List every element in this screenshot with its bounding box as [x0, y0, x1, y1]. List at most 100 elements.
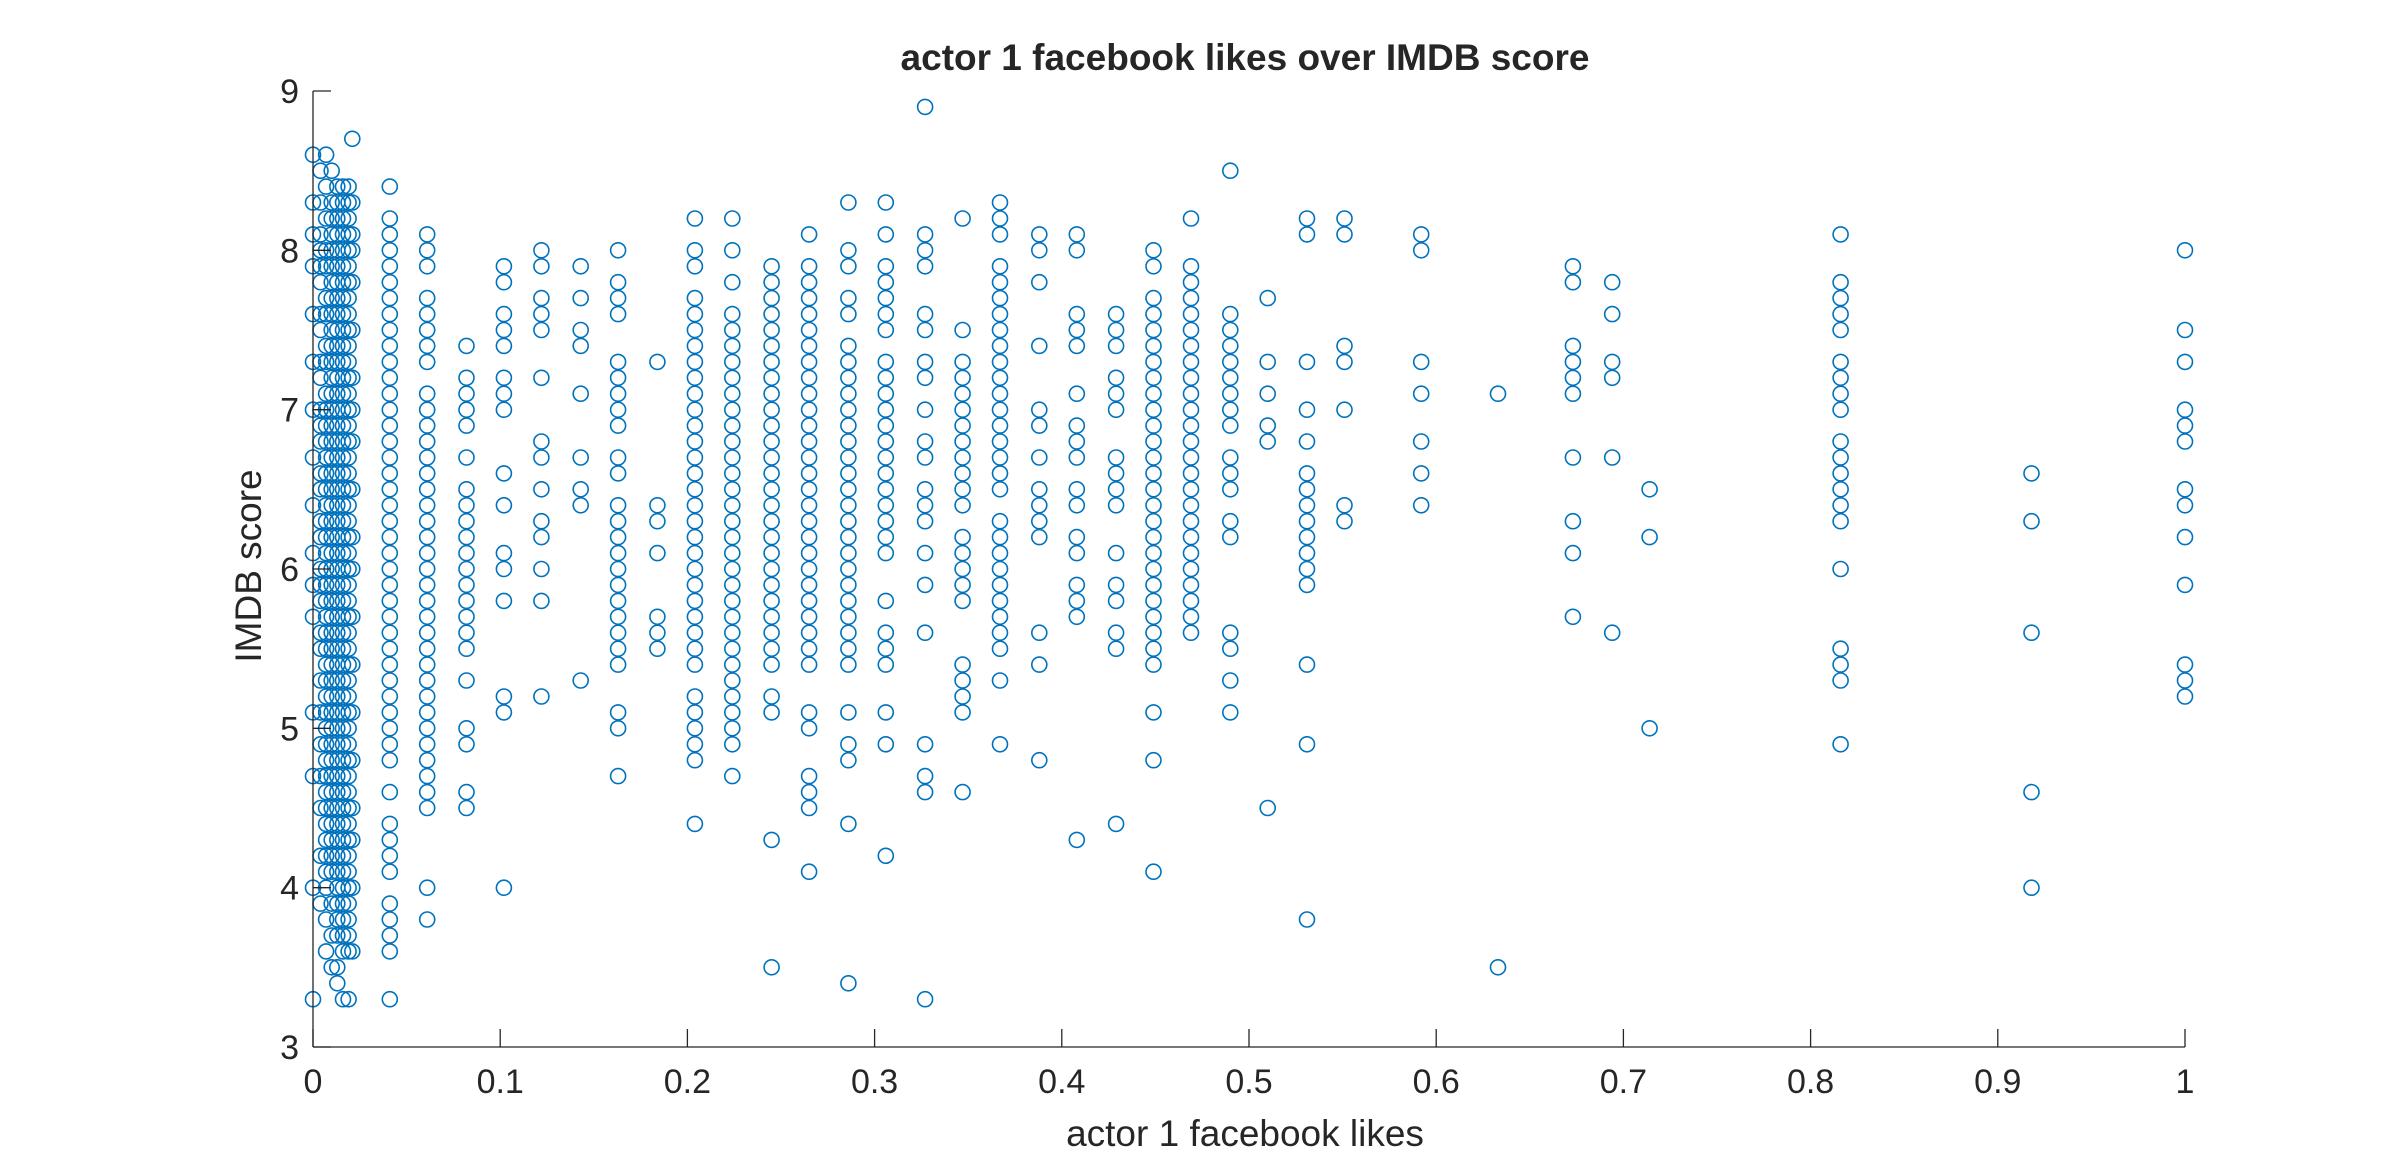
- data-point: [763, 528, 780, 546]
- data-point: [381, 863, 399, 881]
- data-point: [723, 672, 741, 689]
- data-point: [763, 656, 780, 673]
- data-point: [1222, 321, 1239, 339]
- data-point: [328, 847, 346, 865]
- data-point: [763, 369, 780, 387]
- data-point: [916, 512, 934, 530]
- data-point: [334, 273, 352, 291]
- data-point: [916, 735, 934, 753]
- data-point: [458, 417, 475, 434]
- data-point: [800, 624, 818, 642]
- data-point: [609, 273, 627, 291]
- data-point: [1031, 417, 1048, 434]
- data-point: [418, 496, 436, 514]
- data-point: [317, 783, 335, 801]
- data-point: [800, 528, 818, 546]
- data-point: [381, 353, 399, 371]
- data-point: [381, 576, 399, 594]
- data-point: [991, 369, 1009, 387]
- data-point: [572, 480, 590, 498]
- data-point: [381, 815, 399, 833]
- data-point: [340, 496, 357, 514]
- data-point: [334, 624, 352, 642]
- y-tick-label: 3: [280, 1029, 299, 1067]
- data-point: [1222, 528, 1239, 546]
- data-point: [334, 943, 352, 960]
- data-point: [317, 480, 335, 498]
- data-point: [1298, 353, 1316, 371]
- data-point: [317, 544, 335, 562]
- data-point: [916, 767, 934, 785]
- data-point: [840, 257, 857, 275]
- data-point: [340, 273, 357, 291]
- data-point: [723, 385, 741, 403]
- data-point: [1031, 449, 1048, 466]
- data-point: [323, 417, 341, 434]
- data-point: [343, 226, 361, 243]
- data-point: [916, 257, 934, 275]
- data-point: [340, 831, 357, 849]
- data-point: [381, 990, 399, 1008]
- data-point: [1412, 242, 1430, 259]
- data-point: [1145, 608, 1162, 626]
- data-point: [334, 401, 352, 419]
- data-point: [340, 576, 357, 594]
- data-point: [686, 704, 704, 721]
- data-point: [1145, 401, 1162, 419]
- data-point: [1107, 624, 1125, 642]
- data-point: [340, 799, 357, 817]
- data-point: [418, 656, 436, 673]
- data-point: [323, 672, 341, 689]
- data-point: [954, 576, 971, 594]
- data-point: [877, 528, 895, 546]
- data-point: [609, 496, 627, 514]
- data-point: [323, 927, 341, 944]
- data-point: [334, 911, 352, 928]
- data-point: [1222, 162, 1239, 179]
- data-point: [991, 194, 1009, 211]
- data-point: [323, 735, 341, 753]
- data-point: [954, 353, 971, 371]
- data-point: [458, 608, 475, 626]
- data-point: [840, 512, 857, 530]
- data-point: [381, 528, 399, 546]
- data-point: [495, 305, 513, 323]
- data-point: [340, 194, 357, 211]
- data-point: [609, 369, 627, 387]
- data-point: [877, 385, 895, 403]
- data-point: [1336, 401, 1353, 419]
- data-point: [1182, 289, 1200, 307]
- data-point: [323, 656, 341, 673]
- data-point: [1068, 528, 1086, 546]
- data-point: [800, 608, 818, 626]
- data-point: [381, 512, 399, 530]
- data-point: [991, 289, 1009, 307]
- data-point: [686, 289, 704, 307]
- data-point: [381, 257, 399, 275]
- data-point: [609, 704, 627, 721]
- data-point: [317, 831, 335, 849]
- data-point: [1259, 353, 1276, 371]
- data-point: [340, 401, 357, 419]
- data-point: [686, 735, 704, 753]
- data-point: [1832, 640, 1849, 658]
- data-point: [1182, 321, 1200, 339]
- data-point: [334, 640, 352, 658]
- data-point: [877, 273, 895, 291]
- data-point: [323, 226, 341, 243]
- data-point: [1564, 449, 1582, 466]
- data-point: [1145, 640, 1162, 658]
- data-point: [686, 369, 704, 387]
- data-point: [1412, 385, 1430, 403]
- data-point: [800, 704, 818, 721]
- data-point: [991, 480, 1009, 498]
- data-point: [649, 353, 666, 371]
- data-point: [340, 337, 357, 355]
- data-point: [1107, 640, 1125, 658]
- data-point: [343, 273, 361, 291]
- data-point: [317, 449, 335, 466]
- data-point: [723, 369, 741, 387]
- data-point: [328, 465, 346, 482]
- data-point: [334, 369, 352, 387]
